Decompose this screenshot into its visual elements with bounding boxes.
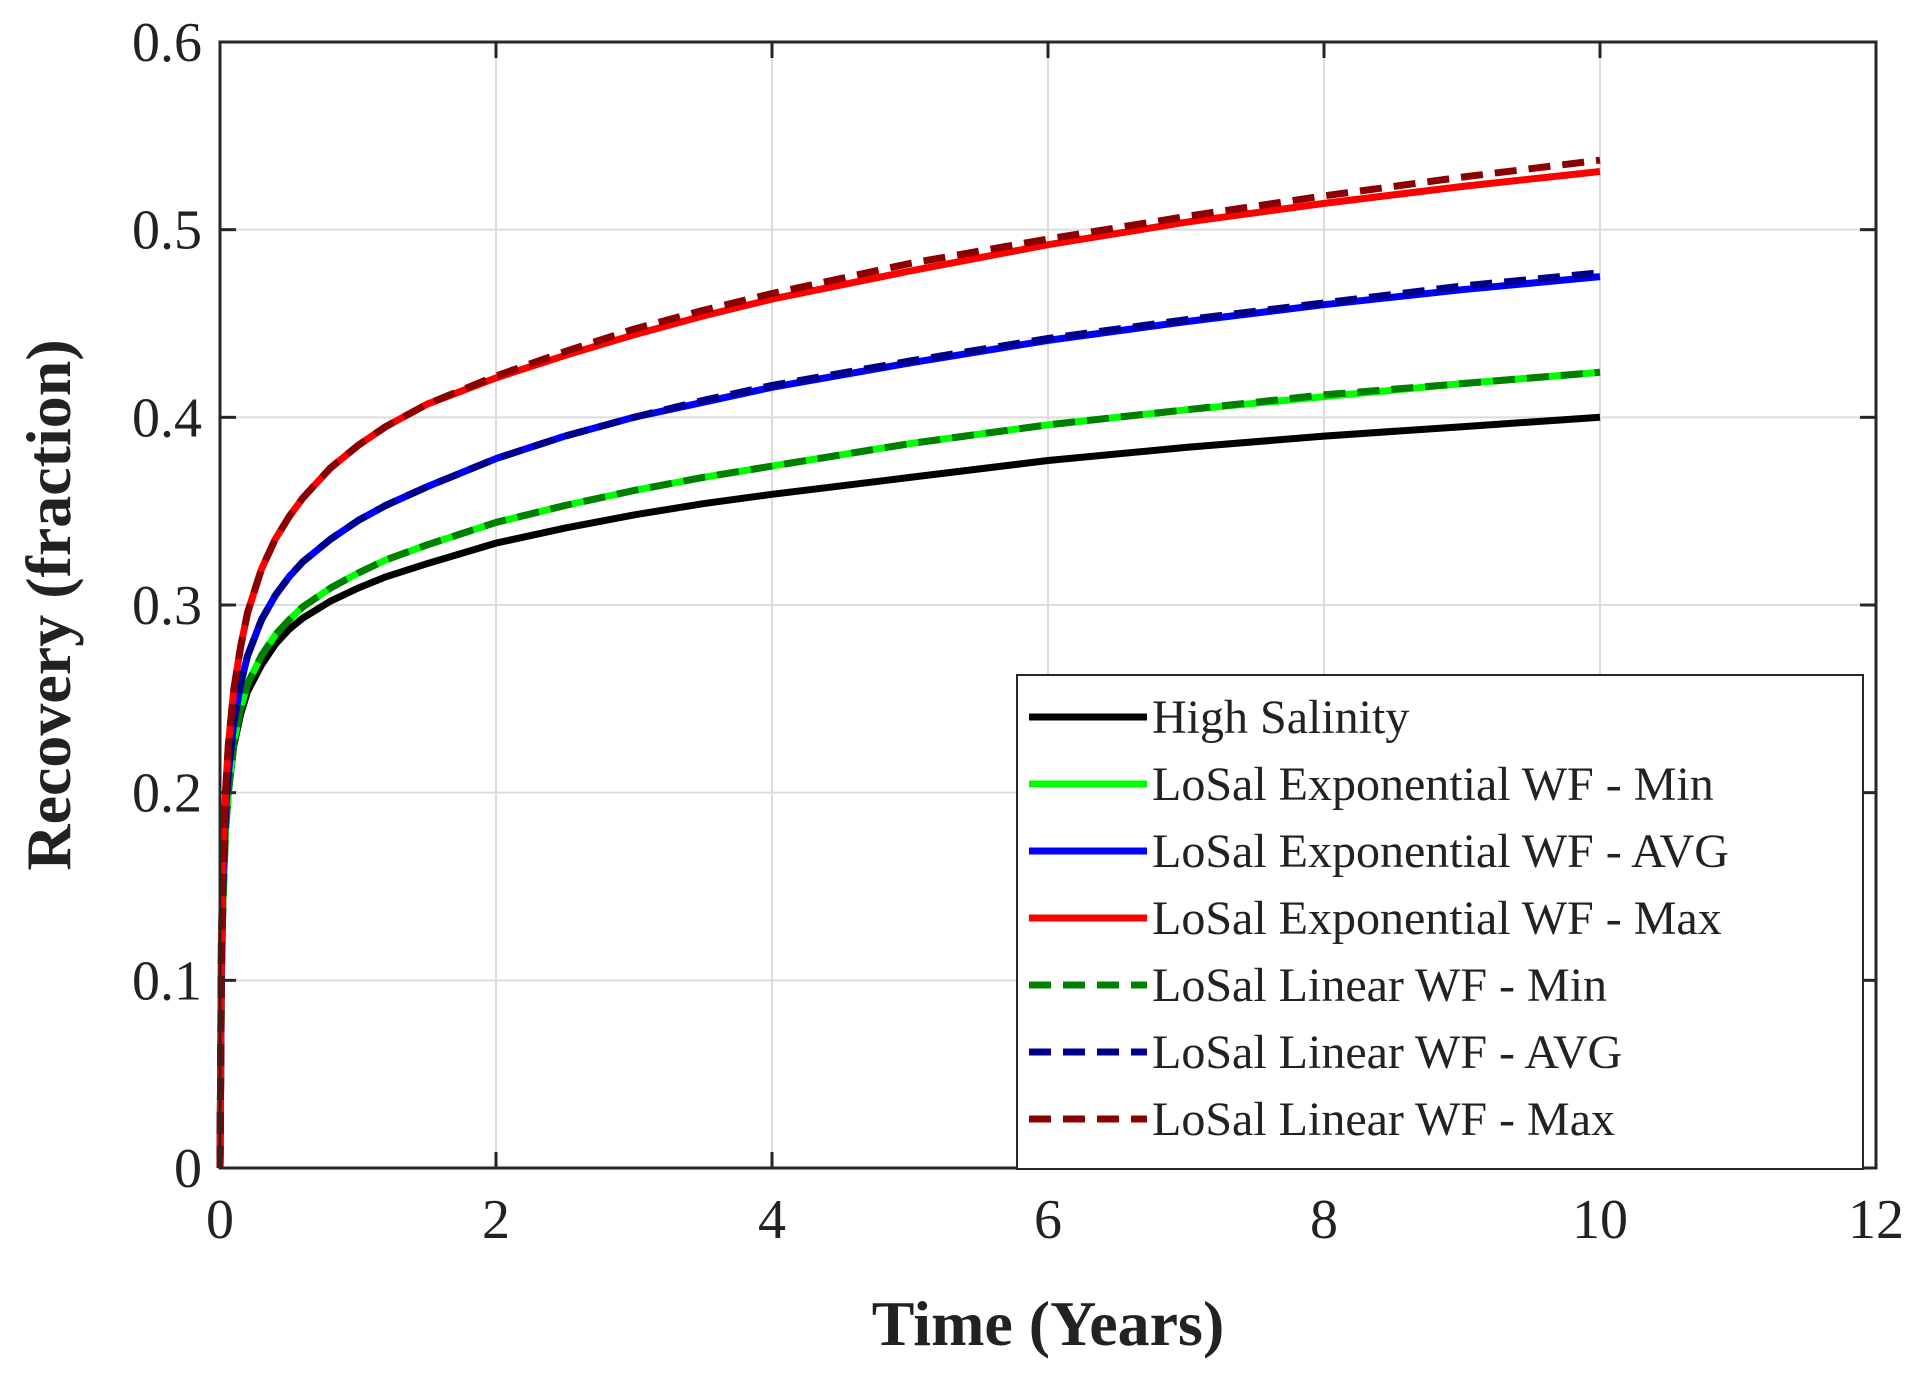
legend-label-4: LoSal Linear WF - Min [1152, 959, 1607, 1012]
y-tick-label: 0.1 [132, 950, 202, 1012]
x-tick-label: 0 [206, 1189, 234, 1251]
legend: High Salinity LoSal Exponential WF - Min L… [1016, 674, 1864, 1170]
legend-label-5: LoSal Linear WF - AVG [1152, 1026, 1622, 1079]
legend-label-2: LoSal Exponential WF - AVG [1152, 825, 1729, 878]
y-tick-label: 0 [174, 1138, 202, 1200]
y-tick-label: 0.4 [132, 387, 202, 449]
x-axis-title: Time (Years) [872, 1288, 1225, 1359]
y-tick-label: 0.3 [132, 575, 202, 637]
y-tick-label: 0.2 [132, 763, 202, 825]
y-axis-title: Recovery (fraction) [13, 339, 84, 870]
y-tick-label: 0.6 [132, 12, 202, 74]
series-line-6 [216, 156, 1601, 1169]
data-series [216, 156, 1601, 1169]
legend-box [1016, 674, 1864, 1170]
x-tick-label: 2 [482, 1189, 510, 1251]
y-tick-label: 0.5 [132, 200, 202, 262]
legend-label-6: LoSal Linear WF - Max [1152, 1093, 1615, 1146]
legend-label-1: LoSal Exponential WF - Min [1152, 758, 1714, 811]
legend-label-0: High Salinity [1152, 691, 1409, 744]
x-tick-label: 6 [1034, 1189, 1062, 1251]
x-tick-label: 8 [1310, 1189, 1338, 1251]
legend-label-3: LoSal Exponential WF - Max [1152, 892, 1722, 945]
axis-ticks: 0 2 4 6 8 10 12 0 0.1 0.2 0.3 0.4 0.5 0.6 [132, 12, 1904, 1251]
x-tick-label: 4 [758, 1189, 786, 1251]
x-tick-label: 12 [1848, 1189, 1904, 1251]
x-tick-label: 10 [1572, 1189, 1628, 1251]
